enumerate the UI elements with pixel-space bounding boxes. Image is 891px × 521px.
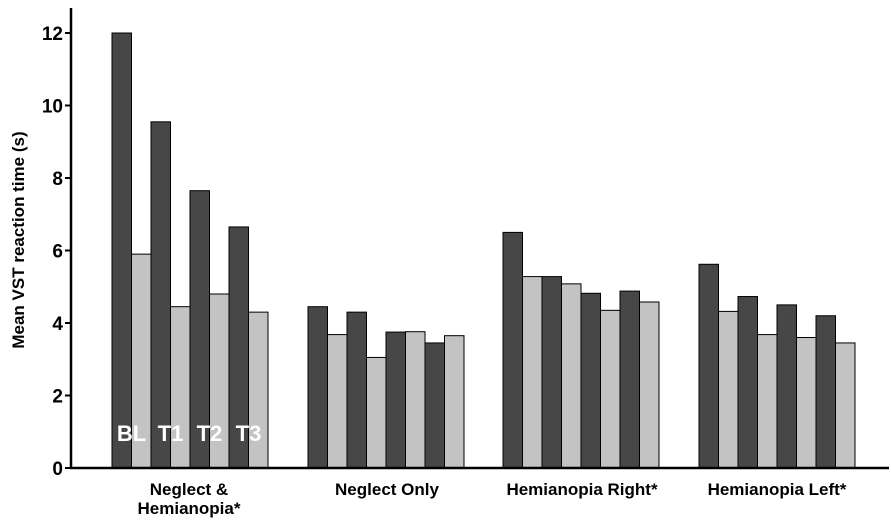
category-label-1-line-1: Neglect &	[150, 480, 228, 499]
time-label-t1: T1	[158, 421, 184, 446]
bar-g3-b5	[580, 292, 601, 469]
bar-g2-b6	[405, 331, 426, 469]
bar-g4-b4	[757, 334, 778, 469]
bar-g4-b3	[737, 296, 758, 469]
bar-g3-b7	[619, 290, 640, 469]
y-tick-label-2: 2	[52, 387, 63, 408]
category-label-1-line-2: Hemianopia*	[138, 499, 241, 518]
bar-g4-b1	[698, 263, 719, 469]
category-label-4-line-1: Hemianopia Left*	[708, 480, 847, 499]
y-axis-title: Mean VST reaction time (s)	[9, 131, 28, 348]
y-tick-label-12: 12	[42, 24, 63, 45]
bar-g2-b3	[346, 311, 367, 469]
time-label-bl: BL	[117, 421, 146, 446]
bar-g2-b1	[307, 306, 328, 469]
bar-g4-b7	[815, 315, 836, 469]
labels-layer: BL T1 T2 T3 Neglect &Hemianopia* Neglect Only…	[117, 421, 847, 518]
bars-layer	[111, 32, 856, 469]
y-tick-label-4: 4	[52, 314, 63, 335]
time-label-t3: T3	[236, 421, 262, 446]
category-label-3-line-1: Hemianopia Right*	[506, 480, 658, 499]
time-label-t2: T2	[197, 421, 223, 446]
y-tick-label-6: 6	[52, 242, 63, 263]
bar-g1-b1	[111, 32, 132, 469]
bar-g2-b4	[366, 356, 387, 469]
category-label-2-line-1: Neglect Only	[335, 480, 439, 499]
y-tick-label-8: 8	[52, 169, 63, 190]
bar-g4-b2	[718, 310, 739, 469]
axes-layer: 0 2 4 6 8 10 12	[42, 8, 889, 480]
bar-g3-b2	[522, 276, 543, 469]
bar-g2-b5	[385, 331, 406, 469]
y-tick-label-10: 10	[42, 97, 63, 118]
bar-g2-b7	[424, 342, 445, 469]
bar-g3-b8	[639, 301, 660, 469]
bar-g4-b6	[796, 337, 817, 469]
y-tick-label-0: 0	[52, 459, 63, 480]
bar-g2-b2	[327, 334, 348, 469]
bar-g1-b3	[150, 121, 171, 469]
bar-g3-b4	[561, 283, 582, 469]
bar-g2-b8	[444, 335, 465, 469]
bar-g3-b3	[541, 276, 562, 469]
bar-g4-b8	[835, 342, 856, 469]
bar-g4-b5	[776, 304, 797, 469]
bar-g3-b6	[600, 309, 621, 469]
bar-g3-b1	[502, 231, 523, 469]
